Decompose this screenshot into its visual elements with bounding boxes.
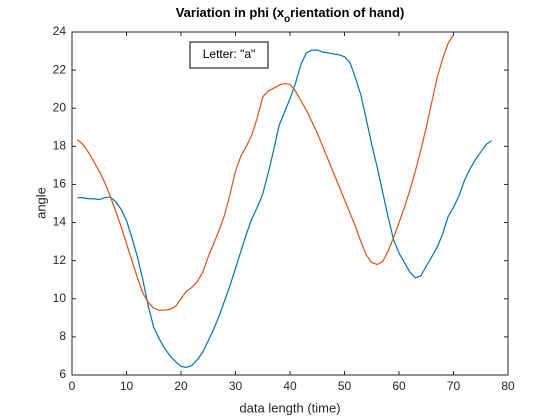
- chart-title: Variation in phi (xorientation of hand): [176, 5, 405, 24]
- annotation: Letter: "a": [203, 47, 256, 61]
- axes-box: [71, 31, 509, 376]
- title-part: rientation of hand): [290, 5, 404, 20]
- x-tick-label: 10: [120, 379, 134, 393]
- x-axis-label: data length (time): [239, 400, 340, 415]
- x-tick-label: 30: [229, 379, 243, 393]
- y-tick-label: 10: [53, 291, 67, 305]
- title-part: Variation in phi (x: [176, 5, 285, 20]
- y-tick-label: 8: [59, 329, 66, 343]
- x-tick-label: 60: [392, 379, 406, 393]
- y-tick-label: 22: [53, 62, 67, 76]
- y-tick-label: 12: [53, 253, 67, 267]
- x-tick-label: 70: [447, 379, 461, 393]
- y-axis-label: angle: [33, 187, 48, 219]
- x-tick-label: 20: [174, 379, 188, 393]
- y-tick-label: 20: [53, 100, 67, 114]
- series-line: [77, 34, 455, 311]
- x-tick-label: 80: [501, 379, 515, 393]
- y-tick-label: 6: [59, 367, 66, 381]
- y-tick-label: 18: [53, 139, 67, 153]
- x-tick-label: 40: [283, 379, 297, 393]
- series-line: [77, 49, 492, 368]
- x-tick-label: 50: [338, 379, 352, 393]
- y-tick-label: 14: [53, 215, 67, 229]
- y-tick-label: 16: [53, 177, 67, 191]
- x-tick-label: 0: [69, 379, 76, 393]
- y-tick-label: 24: [53, 24, 67, 38]
- title-subscript: o: [284, 14, 290, 25]
- annotation-box: [189, 41, 269, 69]
